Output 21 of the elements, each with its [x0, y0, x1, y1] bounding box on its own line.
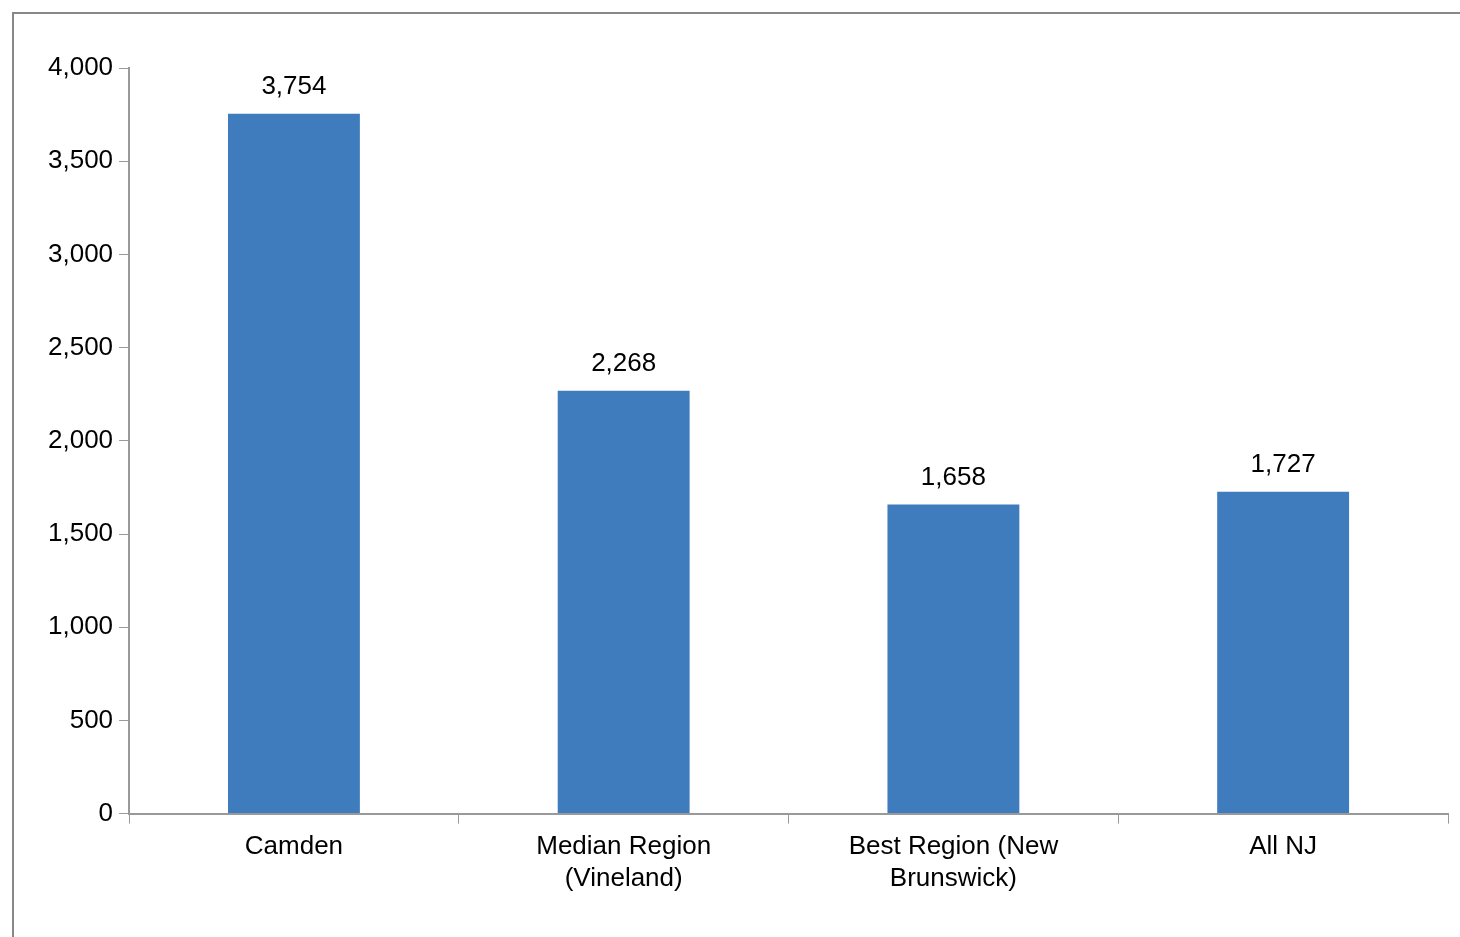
data-label: 1,658	[920, 460, 986, 491]
x-tick-label: All NJ	[1249, 830, 1318, 861]
y-tick-label: 3,500	[47, 144, 114, 175]
y-tick-label: 500	[69, 703, 114, 734]
y-tick-label: 2,000	[47, 423, 114, 454]
y-tick-label: 0	[98, 796, 114, 827]
x-tick-label: Camden	[244, 830, 344, 861]
x-tick-label: Median Region (Vineland)	[536, 830, 712, 892]
data-label: 2,268	[591, 347, 657, 378]
y-tick-label: 2,500	[47, 330, 114, 361]
bar	[1217, 491, 1350, 814]
x-tick-label: Best Region (New Brunswick)	[848, 830, 1059, 892]
bar	[227, 113, 360, 814]
bar	[887, 504, 1020, 814]
y-tick-label: 1,000	[47, 610, 114, 641]
y-tick-label: 3,000	[47, 237, 114, 268]
data-label: 1,727	[1250, 447, 1316, 478]
y-tick-label: 4,000	[47, 51, 114, 82]
bar	[557, 390, 690, 814]
y-tick-label: 1,500	[47, 517, 114, 548]
data-label: 3,754	[261, 70, 327, 101]
